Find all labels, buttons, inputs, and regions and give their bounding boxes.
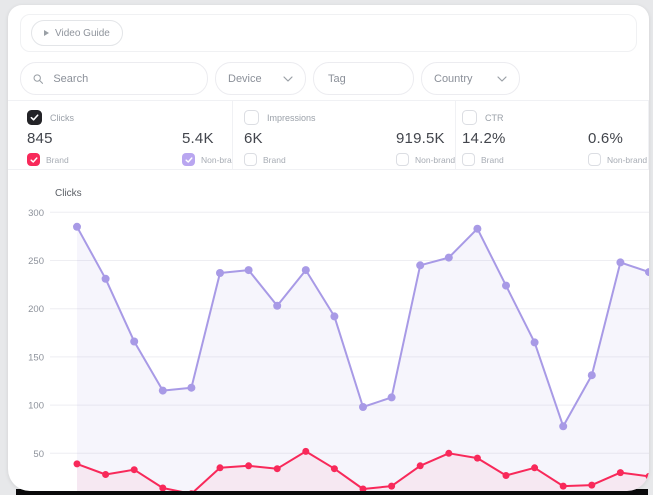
clicks-chart-svg[interactable]: 300 250 200 150 100 50: [8, 180, 649, 491]
metric-card-clicks: Clicks 845 5.4K Brand Non-brand: [8, 101, 233, 169]
brand-label: Brand: [481, 154, 504, 165]
svg-text:50: 50: [33, 449, 44, 460]
metric-card-next-sliver: [648, 101, 649, 169]
search-input[interactable]: [51, 71, 195, 86]
app-window: Video Guide Device Country: [8, 5, 649, 491]
ctr-checkbox[interactable]: [462, 110, 477, 125]
play-icon: [44, 30, 49, 36]
search-box[interactable]: [20, 62, 208, 95]
video-guide-label: Video Guide: [55, 27, 110, 39]
svg-text:300: 300: [28, 208, 44, 219]
nonbrand-checkbox[interactable]: [182, 153, 195, 166]
nonbrand-label: Non-brand: [607, 154, 648, 165]
brand-value: 6K: [244, 130, 263, 147]
metric-label: CTR: [485, 112, 504, 123]
nonbrand-value: 0.6%: [588, 130, 623, 147]
nonbrand-value: 919.5K: [396, 130, 445, 147]
nonbrand-checkbox[interactable]: [588, 153, 601, 166]
nonbrand-value: 5.4K: [182, 130, 214, 147]
brand-value: 14.2%: [462, 130, 506, 147]
video-guide-button[interactable]: Video Guide: [31, 20, 123, 46]
impressions-checkbox[interactable]: [244, 110, 259, 125]
video-guide-bar: Video Guide: [20, 14, 637, 52]
metric-label: Clicks: [50, 112, 74, 123]
country-select-label: Country: [434, 72, 473, 85]
search-icon: [33, 73, 44, 84]
bottom-dark-edge: [16, 489, 648, 495]
tag-box[interactable]: [313, 62, 414, 95]
brand-checkbox[interactable]: [27, 153, 40, 166]
svg-text:100: 100: [28, 401, 44, 412]
filter-bar: Device Country: [20, 62, 520, 95]
metric-cards-row: Clicks 845 5.4K Brand Non-brand: [8, 100, 649, 170]
device-select[interactable]: Device: [215, 62, 306, 95]
clicks-checkbox[interactable]: [27, 110, 42, 125]
nonbrand-label: Non-brand: [415, 154, 456, 165]
brand-checkbox[interactable]: [244, 153, 257, 166]
svg-text:200: 200: [28, 304, 44, 315]
brand-label: Brand: [46, 154, 69, 165]
tag-input[interactable]: [326, 71, 401, 86]
chevron-down-icon: [283, 75, 293, 82]
chart-title: Clicks: [55, 188, 82, 199]
brand-value: 845: [27, 130, 53, 147]
chevron-down-icon: [497, 75, 507, 82]
svg-text:250: 250: [28, 256, 44, 267]
brand-checkbox[interactable]: [462, 153, 475, 166]
device-select-label: Device: [228, 72, 262, 85]
metric-card-ctr: CTR 14.2% 0.6% Brand Non-brand: [456, 101, 648, 169]
country-select[interactable]: Country: [421, 62, 520, 95]
nonbrand-checkbox[interactable]: [396, 153, 409, 166]
metric-label: Impressions: [267, 112, 316, 123]
brand-label: Brand: [263, 154, 286, 165]
nonbrand-label: Non-brand: [201, 154, 232, 165]
metric-card-impressions: Impressions 6K 919.5K Brand Non-brand: [233, 101, 456, 169]
svg-text:150: 150: [28, 352, 44, 363]
